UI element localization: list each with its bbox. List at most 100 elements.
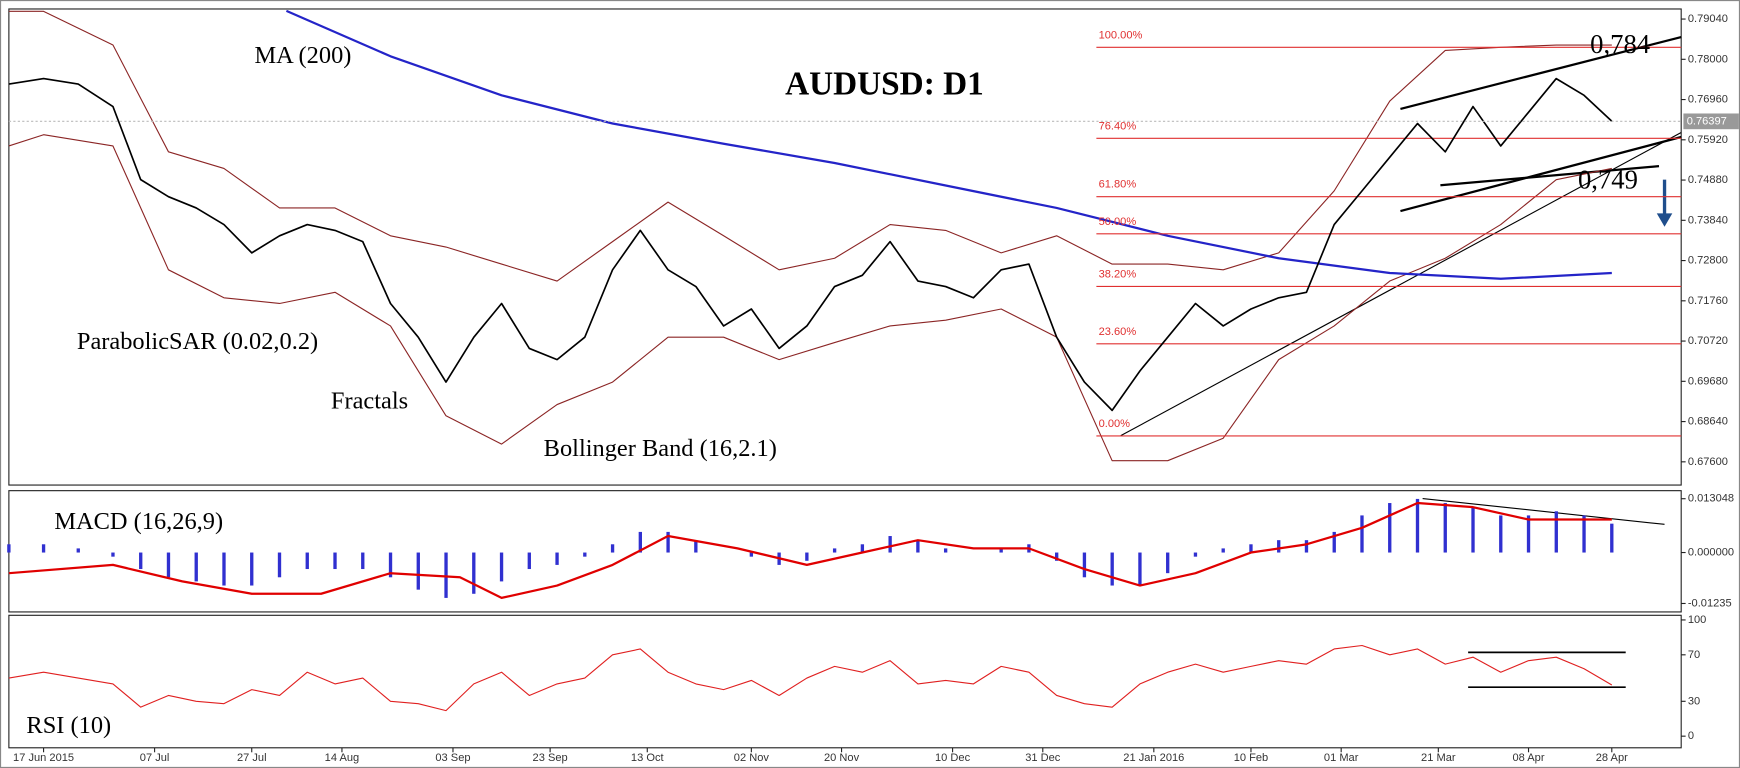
macd-bar <box>1443 503 1447 553</box>
x-tick-label: 10 Dec <box>935 752 971 764</box>
bollinger-lower <box>8 134 1612 462</box>
y-tick-label: 30 <box>1688 695 1700 707</box>
rsi-panel <box>8 614 1682 749</box>
y-tick-label: 0.68640 <box>1688 415 1728 427</box>
y-tick-label: 0.013048 <box>1688 493 1734 505</box>
macd-bar <box>1388 503 1392 553</box>
macd-bar <box>1166 552 1170 574</box>
last-price-tag <box>1683 113 1739 130</box>
macd-bar <box>250 552 254 586</box>
x-tick-label: 14 Aug <box>325 752 360 764</box>
rsi-line <box>8 644 1613 712</box>
macd-bar <box>832 548 837 553</box>
macd-bar <box>555 552 559 565</box>
macd-bar <box>333 552 337 570</box>
macd-bar <box>1360 515 1364 553</box>
macd-bar <box>1610 523 1614 553</box>
x-tick-label: 21 Jan 2016 <box>1123 752 1184 764</box>
x-tick-label: 28 Apr <box>1596 752 1628 764</box>
x-tick-label: 13 Oct <box>631 752 665 764</box>
down-arrow <box>1656 179 1673 227</box>
trend-line <box>1120 131 1682 437</box>
macd-bar <box>416 552 420 590</box>
x-tick-label: 01 Mar <box>1324 752 1359 764</box>
y-tick-label: 100 <box>1688 614 1707 626</box>
macd-bar <box>1582 515 1586 553</box>
x-tick-label: 02 Nov <box>734 752 770 764</box>
ma-label: MA (200) <box>254 42 351 69</box>
macd-bar <box>916 540 920 553</box>
arrow-head <box>1656 213 1673 227</box>
macd-bar <box>1526 515 1531 553</box>
macd-bar <box>1499 515 1503 553</box>
macd-bar <box>888 536 892 553</box>
bollinger-upper <box>8 10 1612 282</box>
macd-bar <box>1221 548 1225 553</box>
macd-bar <box>610 544 615 553</box>
macd-bar <box>388 552 393 578</box>
macd-bar <box>1277 540 1281 553</box>
fib-label: 23.60% <box>1099 326 1137 338</box>
macd-bar <box>1138 552 1142 586</box>
macd-bar <box>943 548 948 553</box>
macd-bar <box>1332 531 1336 553</box>
y-tick-label: 0.72800 <box>1688 254 1728 266</box>
macd-bar <box>277 552 282 578</box>
fib-label: 0.00% <box>1099 418 1131 430</box>
y-tick-label: 0.75920 <box>1688 134 1728 146</box>
channel-top <box>1400 35 1682 111</box>
macd-bar <box>1471 507 1475 553</box>
macd-bar <box>1249 544 1253 553</box>
macd-bar <box>805 552 809 561</box>
macd-bar <box>361 552 365 570</box>
macd-bar <box>472 552 476 594</box>
x-tick-label: 31 Dec <box>1025 752 1061 764</box>
macd-bar <box>1110 552 1114 586</box>
x-tick-label: 08 Apr <box>1512 752 1544 764</box>
macd-label: MACD (16,26,9) <box>54 508 223 535</box>
macd-bar <box>583 552 587 557</box>
price-panel <box>8 8 1682 486</box>
macd-bar <box>1055 552 1059 561</box>
chart-title: AUDUSD: D1 <box>785 65 984 102</box>
y-tick-label: 0 <box>1688 730 1694 742</box>
last-price-label: 0.76397 <box>1687 115 1727 127</box>
macd-bar <box>499 552 504 582</box>
macd-bar <box>194 552 198 582</box>
x-tick-label: 20 Nov <box>824 752 860 764</box>
macd-bar <box>860 544 865 553</box>
fractals-label: Fractals <box>331 388 408 415</box>
macd-bar <box>76 548 80 553</box>
macd-bar <box>444 552 448 598</box>
macd-bar <box>111 552 115 557</box>
y-tick-label: 70 <box>1688 649 1700 661</box>
rsi-label: RSI (10) <box>26 712 111 739</box>
x-tick-label: 23 Sep <box>533 752 568 764</box>
macd-bar <box>999 548 1003 553</box>
macd-bar <box>749 552 754 557</box>
y-tick-label: 0.69680 <box>1688 375 1728 387</box>
channel-bottom <box>1400 135 1682 213</box>
price-annotation: 0,749 <box>1578 164 1638 194</box>
macd-bar <box>41 544 46 553</box>
macd-bar <box>1415 498 1420 553</box>
x-tick-label: 10 Feb <box>1234 752 1269 764</box>
macd-signal <box>8 501 1612 600</box>
price-line <box>8 77 1613 412</box>
y-tick-label: 0.76960 <box>1688 93 1728 105</box>
macd-bar <box>305 552 309 570</box>
x-tick-label: 17 Jun 2015 <box>13 752 74 764</box>
macd-bar <box>1193 552 1198 557</box>
bollinger-label: Bollinger Band (16,2.1) <box>544 435 777 462</box>
trend-lines <box>1120 35 1682 688</box>
fib-label: 61.80% <box>1099 179 1137 191</box>
fib-label: 50.00% <box>1099 216 1137 228</box>
y-tick-label: 0.74880 <box>1688 174 1728 186</box>
x-tick-label: 03 Sep <box>435 752 470 764</box>
x-tick-label: 21 Mar <box>1421 752 1456 764</box>
support-line <box>1440 165 1660 187</box>
sar-label: ParabolicSAR (0.02,0.2) <box>77 328 318 355</box>
y-tick-label: 0.71760 <box>1688 295 1728 307</box>
macd-bar <box>527 552 531 570</box>
